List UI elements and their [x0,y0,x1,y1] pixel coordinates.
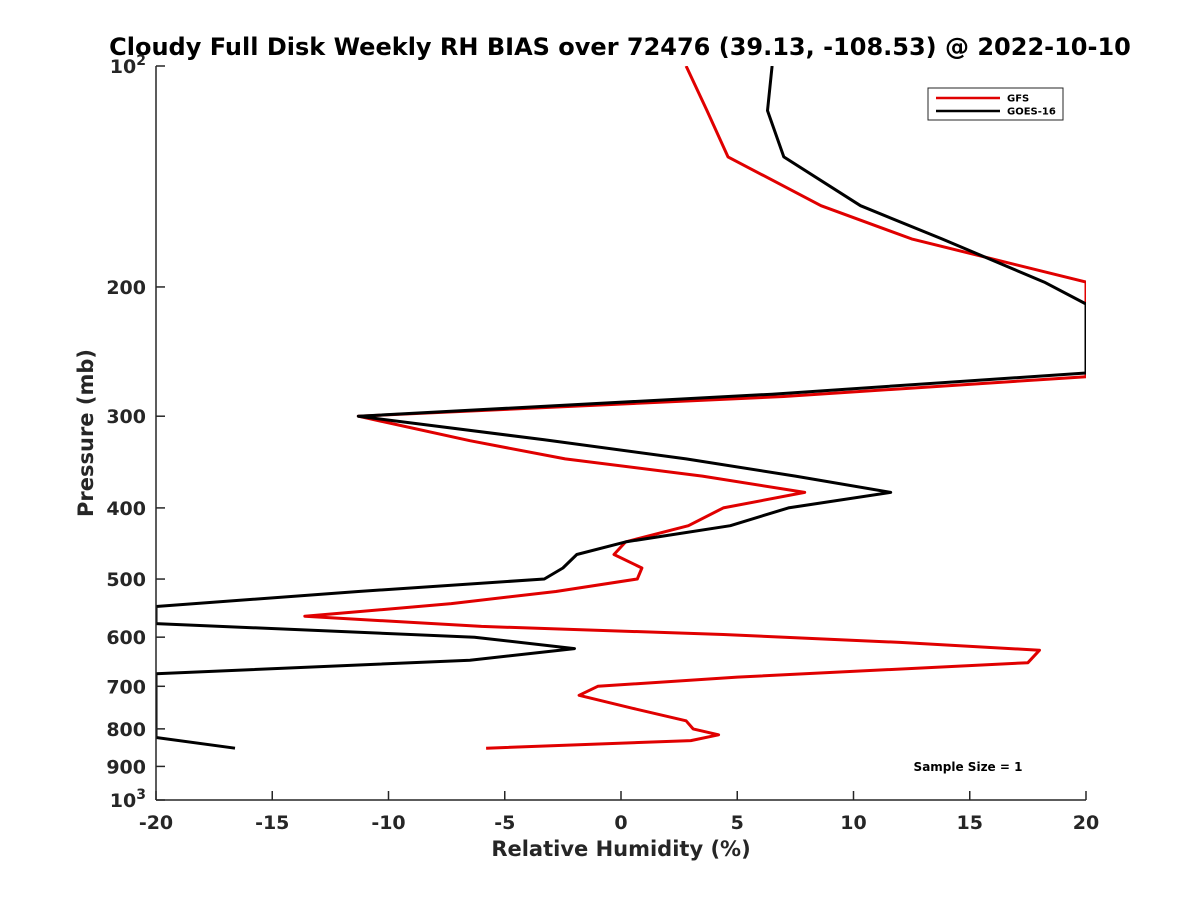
legend-label-gfs: GFS [1007,94,1029,105]
x-tick-label: -5 [494,812,515,834]
x-axis-label: Relative Humidity (%) [491,837,750,861]
y-tick-label: 500 [106,569,146,591]
x-tick-label: 20 [1073,812,1099,834]
x-ticks: -20 -15 -10 -5 0 5 10 15 20 [139,791,1099,834]
x-tick-label: 5 [731,812,744,834]
y-tick-label: 800 [106,719,146,741]
x-tick-label: 10 [840,812,866,834]
series-line-gfs [303,66,1086,750]
y-tick-label: 200 [106,277,146,299]
sample-size-annotation: Sample Size = 1 [914,760,1023,774]
axes [155,66,1086,801]
y-ticks: 102 200 300 400 500 600 700 800 900 103 [106,53,165,812]
legend-box [927,87,1064,121]
legend: GFS GOES-16 [927,87,1064,121]
x-tick-label: -10 [371,812,405,834]
x-tick-label: 0 [614,812,627,834]
series-layer [156,66,1086,750]
y-tick-label: 103 [110,787,146,812]
y-tick-label: 700 [106,676,146,698]
x-tick-label: -15 [255,812,289,834]
y-axis-label: Pressure (mb) [74,349,98,517]
y-tick-label: 900 [106,756,146,778]
x-tick-label: 15 [957,812,983,834]
chart-title: Cloudy Full Disk Weekly RH BIAS over 724… [109,33,1131,61]
y-tick-label: 600 [106,627,146,649]
x-tick-label: -20 [139,812,173,834]
legend-label-goes16: GOES-16 [1007,107,1056,118]
y-tick-label: 400 [106,498,146,520]
series-line-goes16 [156,66,1086,750]
y-tick-label: 102 [110,53,146,78]
y-tick-label: 300 [106,406,146,428]
